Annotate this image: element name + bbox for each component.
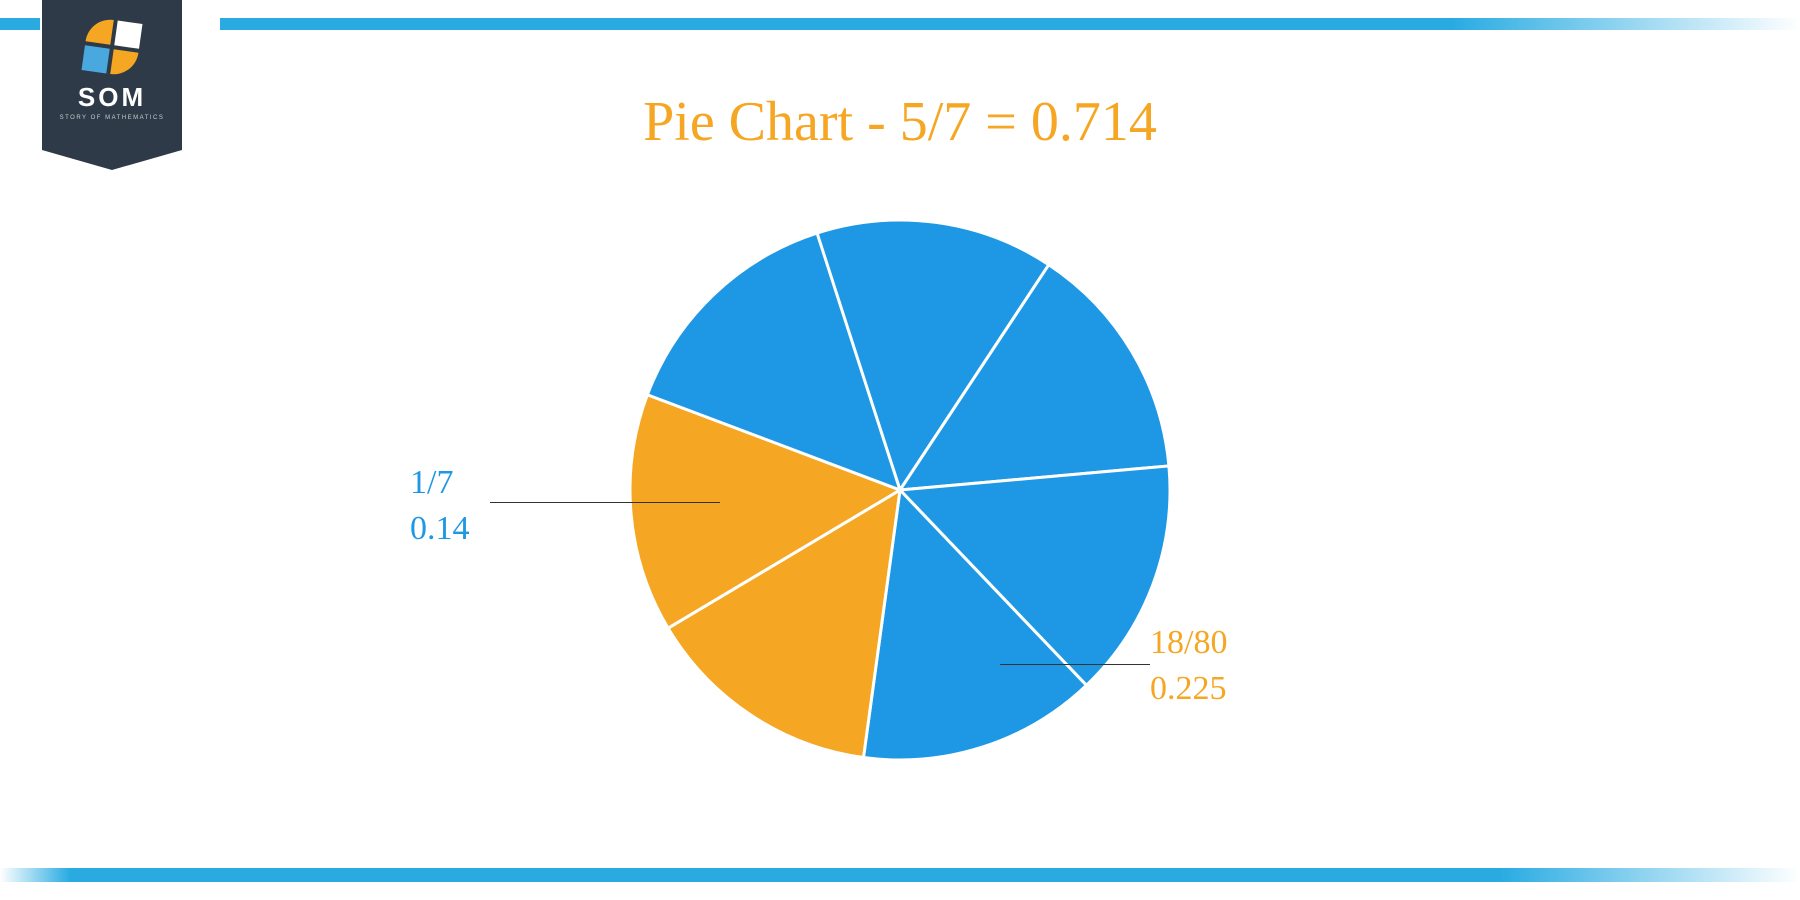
footer-rule [0,868,1800,882]
pie-svg [630,220,1170,760]
pie-chart [630,220,1170,760]
callout-leader-right [1000,664,1150,665]
brand-mark-q2 [114,20,142,48]
callout-leader-left [490,502,720,503]
chart-title: Pie Chart - 5/7 = 0.714 [0,90,1800,154]
brand-mark-q3 [82,45,110,73]
footer-rule-grad-left [0,868,70,882]
brand-mark-icon [82,16,143,77]
callout-right-decimal: 0.225 [1150,666,1227,712]
callout-right: 18/80 0.225 [1150,620,1227,712]
footer-rule-grad-right [1500,868,1800,882]
header-rule-right [220,18,1800,30]
callout-left-fraction: 1/7 [410,460,470,506]
brand-mark-q1 [86,16,114,44]
header-rule-left [0,18,40,30]
callout-left-decimal: 0.14 [410,506,470,552]
brand-mark-q4 [110,49,138,77]
callout-left: 1/7 0.14 [410,460,470,552]
callout-right-fraction: 18/80 [1150,620,1227,666]
footer-rule-solid [70,868,1500,882]
